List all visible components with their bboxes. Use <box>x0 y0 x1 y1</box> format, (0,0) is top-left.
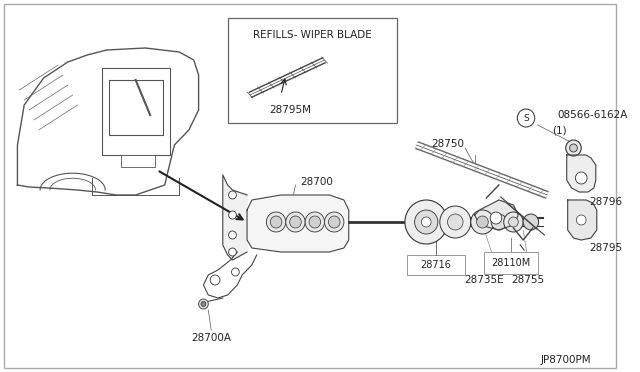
Text: 08566-6162A: 08566-6162A <box>557 110 627 120</box>
Bar <box>484 252 538 274</box>
Circle shape <box>286 212 305 232</box>
Text: REFILLS- WIPER BLADE: REFILLS- WIPER BLADE <box>253 30 371 40</box>
Circle shape <box>509 217 518 227</box>
Text: 28750: 28750 <box>431 139 464 149</box>
Circle shape <box>309 216 321 228</box>
Circle shape <box>324 212 344 232</box>
Circle shape <box>504 212 523 232</box>
Polygon shape <box>247 195 349 252</box>
Text: 28700A: 28700A <box>191 333 231 343</box>
Circle shape <box>266 212 286 232</box>
Circle shape <box>575 172 587 184</box>
Circle shape <box>270 216 282 228</box>
Circle shape <box>201 301 206 307</box>
Circle shape <box>232 268 239 276</box>
Text: 28796: 28796 <box>589 197 622 207</box>
Polygon shape <box>566 155 596 192</box>
Circle shape <box>577 215 586 225</box>
Bar <box>407 255 465 275</box>
Polygon shape <box>568 200 596 240</box>
Polygon shape <box>475 200 518 230</box>
Circle shape <box>523 214 539 230</box>
Circle shape <box>490 212 502 224</box>
Text: 28795: 28795 <box>589 243 622 253</box>
Circle shape <box>305 212 324 232</box>
Polygon shape <box>501 197 545 235</box>
Text: S: S <box>523 113 529 122</box>
Circle shape <box>210 275 220 285</box>
Text: 28735E: 28735E <box>465 275 504 285</box>
Text: 28755: 28755 <box>511 275 545 285</box>
Bar <box>121 155 155 167</box>
Circle shape <box>415 210 438 234</box>
Text: JP8700PM: JP8700PM <box>540 355 591 365</box>
Circle shape <box>198 299 208 309</box>
Text: 28110M: 28110M <box>491 258 530 268</box>
Circle shape <box>290 216 301 228</box>
Circle shape <box>405 200 447 244</box>
Circle shape <box>228 211 236 219</box>
Text: 28716: 28716 <box>420 260 451 270</box>
Bar <box>228 18 397 123</box>
Circle shape <box>447 214 463 230</box>
Circle shape <box>566 140 581 156</box>
Circle shape <box>471 210 494 234</box>
Text: 28795M: 28795M <box>269 105 312 115</box>
Circle shape <box>228 248 236 256</box>
Text: 28700: 28700 <box>300 177 333 187</box>
Circle shape <box>440 206 471 238</box>
Circle shape <box>477 216 488 228</box>
Circle shape <box>328 216 340 228</box>
Circle shape <box>228 191 236 199</box>
Circle shape <box>517 109 535 127</box>
Circle shape <box>491 214 507 230</box>
Circle shape <box>570 144 577 152</box>
Text: (1): (1) <box>552 125 567 135</box>
Circle shape <box>228 231 236 239</box>
Circle shape <box>421 217 431 227</box>
Polygon shape <box>223 175 247 260</box>
